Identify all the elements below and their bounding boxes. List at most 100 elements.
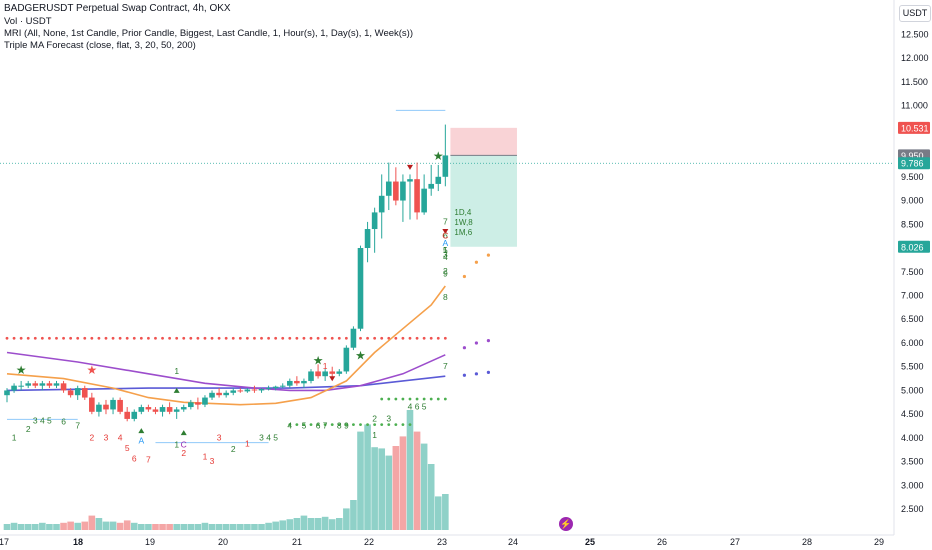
star-marker: ★ [313, 353, 324, 367]
level-dot [443, 397, 447, 401]
count-label: 6 [132, 454, 137, 464]
count-label: 1 [174, 439, 179, 449]
candle-body [385, 181, 392, 196]
level-dot [394, 397, 398, 401]
level-dot [168, 336, 172, 340]
level-dot [274, 336, 278, 340]
price-tick-label: 11.000 [901, 101, 928, 111]
position-stat: 1M,6 [454, 228, 472, 237]
level-dot [415, 336, 419, 340]
candle-body [4, 390, 10, 396]
level-dot [104, 336, 108, 340]
indicator-triple-ma[interactable]: Triple MA Forecast (close, flat, 3, 20, … [4, 40, 196, 51]
level-dot [401, 397, 405, 401]
candle-body [400, 181, 406, 201]
count-label: 3 [104, 432, 109, 442]
candle-body [216, 392, 222, 396]
price-tick-label: 12.000 [901, 53, 929, 63]
forecast-dot [474, 260, 479, 264]
volume-bar [335, 518, 343, 530]
level-dot [210, 336, 214, 340]
level-dot [90, 336, 94, 340]
count-label: 7 [75, 420, 80, 430]
time-tick-label: 22 [364, 537, 374, 547]
time-tick-label: 23 [437, 537, 447, 547]
price-label-badge [898, 157, 930, 170]
candle-body [60, 383, 67, 391]
currency-unit-button[interactable]: USDT [899, 5, 931, 22]
time-tick-label: 18 [73, 537, 83, 547]
count-label: 1 [245, 438, 250, 448]
candle-body [180, 407, 187, 410]
candle-body [442, 155, 449, 177]
level-dot [401, 423, 405, 427]
volume-bar [88, 515, 96, 530]
count-label: 6 [61, 417, 66, 427]
candle-body [18, 385, 24, 387]
count-label: 2 [372, 413, 377, 423]
position-target-zone [450, 155, 517, 247]
volume-bar [138, 524, 145, 530]
candle-body [195, 402, 201, 405]
price-tick-label: 6.500 [901, 314, 924, 324]
level-dot [387, 423, 391, 427]
indicator-mri[interactable]: MRI (All, None, 1st Candle, Prior Candle… [4, 28, 414, 39]
indicator-volume[interactable]: Vol · USDT [4, 16, 52, 27]
price-tick-label: 7.000 [901, 290, 924, 300]
count-label: 5 [443, 245, 448, 255]
volume-bar [67, 521, 74, 530]
ma-slow-line [6, 375, 446, 392]
candle-body [322, 371, 328, 377]
symbol-title[interactable]: BADGERUSDT Perpetual Swap Contract, 4h, … [4, 3, 231, 14]
volume-bar [116, 522, 124, 530]
count-label: 5 [47, 416, 52, 426]
candle-body [378, 195, 385, 213]
position-stat: 1W,8 [454, 218, 473, 227]
volume-bar [159, 524, 166, 530]
volume-bar [95, 518, 103, 530]
candle-body [166, 407, 173, 412]
candle-body [371, 212, 378, 230]
volume-bar [3, 524, 11, 530]
time-tick-label: 27 [730, 537, 740, 547]
volume-bar [222, 524, 230, 530]
volume-bar [208, 524, 216, 530]
candle-body [301, 380, 307, 384]
level-dot [373, 336, 377, 340]
price-tick-label: 7.500 [901, 267, 924, 277]
price-tick-label: 3.500 [901, 457, 924, 467]
count-label: 5 [125, 443, 130, 453]
time-tick-label: 21 [292, 537, 302, 547]
price-tick-label: 4.500 [901, 409, 924, 419]
volume-bar [399, 436, 407, 530]
candle-body [350, 328, 357, 348]
price-tick-label: 11.500 [901, 77, 928, 87]
level-dot [408, 397, 412, 401]
count-label: 4 [287, 420, 292, 430]
time-tick-label: 29 [874, 537, 884, 547]
level-dot [48, 336, 51, 340]
volume-bar [442, 494, 449, 530]
candle-body [343, 347, 350, 372]
volume-bar [251, 524, 258, 530]
level-dot [55, 336, 58, 340]
count-label: 9 [344, 420, 349, 430]
count-label: 8 [443, 292, 448, 302]
level-dot [323, 423, 327, 427]
level-dot [380, 397, 384, 401]
candle-body [96, 404, 102, 412]
candle-body [315, 371, 321, 377]
candle-body [145, 407, 152, 410]
level-dot [62, 336, 65, 340]
count-label: 5 [422, 401, 427, 411]
arrow-down-icon [442, 229, 449, 235]
price-label-text: 9.786 [901, 159, 924, 169]
volume-bar [406, 410, 414, 530]
volume-bar [102, 521, 110, 530]
count-label: 6 [443, 231, 448, 241]
count-label: 7 [443, 361, 448, 371]
candle-body [421, 188, 427, 213]
forecast-dot [462, 274, 467, 279]
candle-body [138, 407, 145, 412]
